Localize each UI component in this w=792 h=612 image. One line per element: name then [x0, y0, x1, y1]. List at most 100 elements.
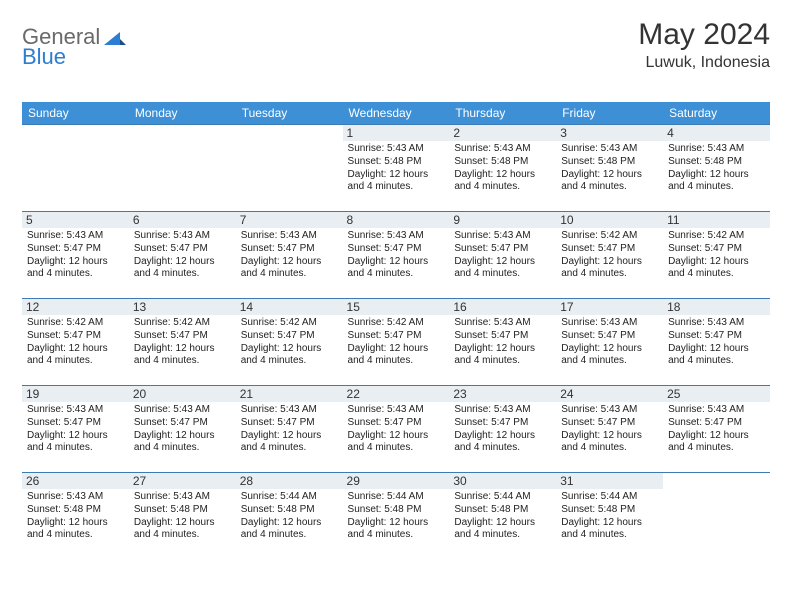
day-details: Sunrise: 5:43 AMSunset: 5:48 PMDaylight:…	[27, 491, 124, 542]
daylight-text: Daylight: 12 hours and 4 minutes.	[348, 343, 445, 369]
daylight-text: Daylight: 12 hours and 4 minutes.	[348, 169, 445, 195]
sunrise-text: Sunrise: 5:43 AM	[27, 404, 124, 417]
day-number: 18	[663, 299, 770, 315]
day-details: Sunrise: 5:43 AMSunset: 5:47 PMDaylight:…	[241, 404, 338, 455]
calendar-cell: 18 Sunrise: 5:43 AMSunset: 5:47 PMDayligh…	[663, 299, 770, 386]
sunset-text: Sunset: 5:48 PM	[241, 504, 338, 517]
sunset-text: Sunset: 5:47 PM	[348, 417, 445, 430]
weekday-header: Wednesday	[343, 102, 450, 125]
sunset-text: Sunset: 5:48 PM	[454, 156, 551, 169]
sunset-text: Sunset: 5:47 PM	[454, 243, 551, 256]
day-number: 27	[129, 473, 236, 489]
sunrise-text: Sunrise: 5:43 AM	[454, 404, 551, 417]
sunrise-text: Sunrise: 5:43 AM	[348, 404, 445, 417]
sunrise-text: Sunrise: 5:43 AM	[454, 143, 551, 156]
day-details: Sunrise: 5:43 AMSunset: 5:47 PMDaylight:…	[241, 230, 338, 281]
sunrise-text: Sunrise: 5:43 AM	[668, 404, 765, 417]
calendar-cell: 31 Sunrise: 5:44 AMSunset: 5:48 PMDayligh…	[556, 473, 663, 560]
calendar-page: General May 2024 Luwuk, Indonesia Blue S…	[0, 0, 792, 612]
sunset-text: Sunset: 5:47 PM	[27, 243, 124, 256]
sunrise-text: Sunrise: 5:43 AM	[241, 230, 338, 243]
calendar-cell: 25 Sunrise: 5:43 AMSunset: 5:47 PMDayligh…	[663, 386, 770, 473]
sunrise-text: Sunrise: 5:44 AM	[454, 491, 551, 504]
day-details: Sunrise: 5:42 AMSunset: 5:47 PMDaylight:…	[668, 230, 765, 281]
daylight-text: Daylight: 12 hours and 4 minutes.	[668, 430, 765, 456]
daylight-text: Daylight: 12 hours and 4 minutes.	[134, 256, 231, 282]
calendar-cell: 10Sunrise: 5:42 AMSunset: 5:47 PMDayligh…	[556, 212, 663, 299]
weekday-header: Saturday	[663, 102, 770, 125]
calendar-cell: 16Sunrise: 5:43 AMSunset: 5:47 PMDayligh…	[449, 299, 556, 386]
day-number: 31	[556, 473, 663, 489]
calendar-cell: 27 Sunrise: 5:43 AMSunset: 5:48 PMDayligh…	[129, 473, 236, 560]
daylight-text: Daylight: 12 hours and 4 minutes.	[561, 256, 658, 282]
sunset-text: Sunset: 5:47 PM	[134, 243, 231, 256]
day-details: Sunrise: 5:42 AMSunset: 5:47 PMDaylight:…	[134, 317, 231, 368]
day-number: 14	[236, 299, 343, 315]
daylight-text: Daylight: 12 hours and 4 minutes.	[134, 430, 231, 456]
sunset-text: Sunset: 5:47 PM	[348, 243, 445, 256]
calendar-header-row: Sunday Monday Tuesday Wednesday Thursday…	[22, 102, 770, 125]
day-number: 5	[22, 212, 129, 228]
day-number: 12	[22, 299, 129, 315]
sunrise-text: Sunrise: 5:43 AM	[668, 143, 765, 156]
calendar-cell	[129, 125, 236, 212]
calendar-cell: 7 Sunrise: 5:43 AMSunset: 5:47 PMDaylight…	[236, 212, 343, 299]
sunset-text: Sunset: 5:47 PM	[561, 330, 658, 343]
sunrise-text: Sunrise: 5:44 AM	[241, 491, 338, 504]
calendar-cell: 5Sunrise: 5:43 AMSunset: 5:47 PMDaylight…	[22, 212, 129, 299]
day-details: Sunrise: 5:43 AMSunset: 5:47 PMDaylight:…	[454, 317, 551, 368]
calendar-cell	[236, 125, 343, 212]
day-details: Sunrise: 5:43 AMSunset: 5:48 PMDaylight:…	[134, 491, 231, 542]
month-title: May 2024	[638, 18, 770, 52]
sunset-text: Sunset: 5:48 PM	[27, 504, 124, 517]
day-number: 6	[129, 212, 236, 228]
calendar-cell: 26 Sunrise: 5:43 AMSunset: 5:48 PMDayligh…	[22, 473, 129, 560]
logo-line2: Blue	[22, 44, 66, 70]
calendar-cell: 2Sunrise: 5:43 AMSunset: 5:48 PMDaylight…	[449, 125, 556, 212]
day-number: 26	[22, 473, 129, 489]
day-number: 7	[236, 212, 343, 228]
calendar-cell: 17Sunrise: 5:43 AMSunset: 5:47 PMDayligh…	[556, 299, 663, 386]
calendar-cell: 11 Sunrise: 5:42 AMSunset: 5:47 PMDayligh…	[663, 212, 770, 299]
sunrise-text: Sunrise: 5:42 AM	[348, 317, 445, 330]
day-number: 25	[663, 386, 770, 402]
weekday-header: Thursday	[449, 102, 556, 125]
day-details: Sunrise: 5:43 AMSunset: 5:47 PMDaylight:…	[668, 317, 765, 368]
day-number: 24	[556, 386, 663, 402]
sunrise-text: Sunrise: 5:43 AM	[134, 491, 231, 504]
calendar-cell: 9Sunrise: 5:43 AMSunset: 5:47 PMDaylight…	[449, 212, 556, 299]
day-number: 10	[556, 212, 663, 228]
logo-word-2: Blue	[22, 44, 66, 69]
calendar-cell: 21Sunrise: 5:43 AMSunset: 5:47 PMDayligh…	[236, 386, 343, 473]
calendar-cell: 8 Sunrise: 5:43 AMSunset: 5:47 PMDaylight…	[343, 212, 450, 299]
daylight-text: Daylight: 12 hours and 4 minutes.	[241, 343, 338, 369]
daylight-text: Daylight: 12 hours and 4 minutes.	[668, 169, 765, 195]
day-number: 15	[343, 299, 450, 315]
day-number: 11	[663, 212, 770, 228]
sunrise-text: Sunrise: 5:43 AM	[134, 404, 231, 417]
day-number: 8	[343, 212, 450, 228]
day-details: Sunrise: 5:44 AMSunset: 5:48 PMDaylight:…	[561, 491, 658, 542]
daylight-text: Daylight: 12 hours and 4 minutes.	[134, 343, 231, 369]
calendar-cell: 22 Sunrise: 5:43 AMSunset: 5:47 PMDayligh…	[343, 386, 450, 473]
calendar-cell: 12Sunrise: 5:42 AMSunset: 5:47 PMDayligh…	[22, 299, 129, 386]
daylight-text: Daylight: 12 hours and 4 minutes.	[241, 256, 338, 282]
day-details: Sunrise: 5:43 AMSunset: 5:47 PMDaylight:…	[348, 404, 445, 455]
day-number: 1	[343, 125, 450, 141]
day-details: Sunrise: 5:43 AMSunset: 5:48 PMDaylight:…	[668, 143, 765, 194]
calendar-cell: 20Sunrise: 5:43 AMSunset: 5:47 PMDayligh…	[129, 386, 236, 473]
sunrise-text: Sunrise: 5:43 AM	[454, 230, 551, 243]
sunset-text: Sunset: 5:47 PM	[134, 417, 231, 430]
day-details: Sunrise: 5:43 AMSunset: 5:47 PMDaylight:…	[668, 404, 765, 455]
day-details: Sunrise: 5:42 AMSunset: 5:47 PMDaylight:…	[241, 317, 338, 368]
day-details: Sunrise: 5:43 AMSunset: 5:47 PMDaylight:…	[348, 230, 445, 281]
sunrise-text: Sunrise: 5:42 AM	[561, 230, 658, 243]
calendar-cell: 24Sunrise: 5:43 AMSunset: 5:47 PMDayligh…	[556, 386, 663, 473]
day-number: 22	[343, 386, 450, 402]
calendar-cell: 13Sunrise: 5:42 AMSunset: 5:47 PMDayligh…	[129, 299, 236, 386]
sunset-text: Sunset: 5:47 PM	[668, 330, 765, 343]
calendar-cell: 14 Sunrise: 5:42 AMSunset: 5:47 PMDayligh…	[236, 299, 343, 386]
daylight-text: Daylight: 12 hours and 4 minutes.	[561, 343, 658, 369]
weekday-header: Friday	[556, 102, 663, 125]
daylight-text: Daylight: 12 hours and 4 minutes.	[348, 256, 445, 282]
